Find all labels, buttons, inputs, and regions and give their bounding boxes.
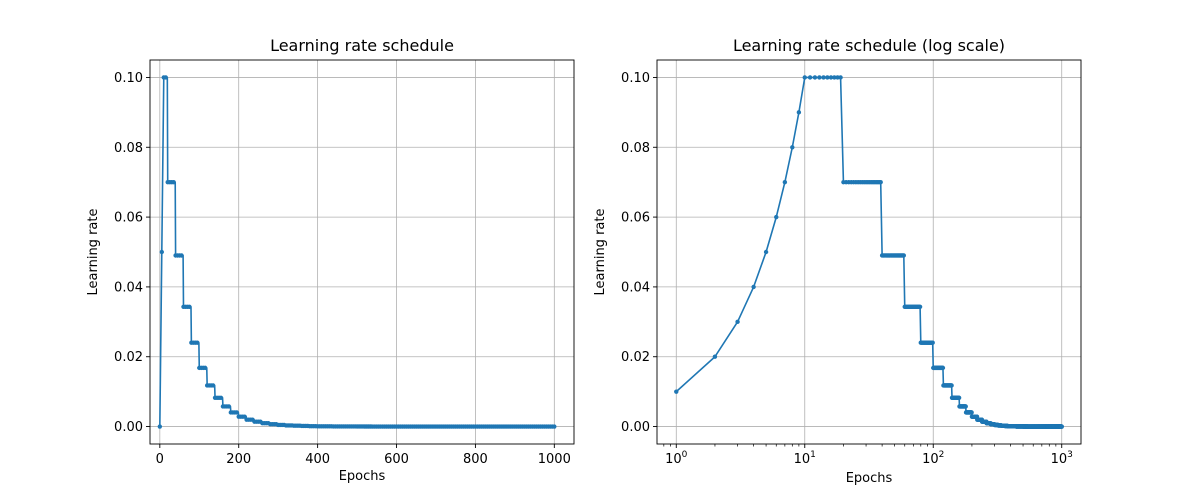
data-point <box>825 75 830 80</box>
data-point <box>940 365 946 371</box>
x-tick-label: 100 <box>665 450 688 467</box>
x-tick-label: 101 <box>794 450 816 467</box>
data-point <box>751 284 756 290</box>
series <box>674 75 1064 429</box>
data-point <box>1059 424 1064 429</box>
grid <box>150 60 574 444</box>
x-tick-label: 600 <box>384 452 409 467</box>
axes-frame <box>149 59 575 445</box>
data-point <box>917 304 923 310</box>
y-tick-label: 0.02 <box>621 350 650 365</box>
data-point <box>838 75 843 80</box>
y-ticks: 0.00 0.02 0.04 0.06 0.08 0.10 <box>621 71 657 435</box>
y-tick-label: 0.02 <box>114 350 143 365</box>
data-point <box>901 253 906 258</box>
data-point <box>234 410 239 415</box>
y-ticks: 0.00 0.02 0.04 0.06 0.08 0.10 <box>114 71 150 435</box>
data-point <box>226 404 232 409</box>
data-point <box>552 424 557 429</box>
axes-frame <box>656 59 1082 445</box>
data-point <box>969 410 974 415</box>
x-tick-label: 200 <box>226 452 251 467</box>
y-tick-label: 0.08 <box>114 141 143 156</box>
x-tick-label: 1000 <box>538 452 571 467</box>
data-point <box>157 424 163 429</box>
data-point <box>949 383 954 388</box>
data-point <box>878 179 883 185</box>
data-point <box>817 75 822 80</box>
y-tick-label: 0.04 <box>621 280 650 295</box>
x-axis-label: Epochs <box>846 471 893 486</box>
data-point <box>821 75 826 80</box>
y-tick-label: 0.00 <box>621 420 650 435</box>
data-point <box>807 75 813 80</box>
y-tick-label: 0.06 <box>621 211 650 226</box>
data-point <box>763 249 769 255</box>
data-point <box>163 75 168 80</box>
data-point <box>963 404 968 409</box>
data-point <box>835 75 840 80</box>
data-point <box>812 75 818 80</box>
y-axis-label: Learning rate <box>86 209 101 296</box>
chart-title: Learning rate schedule <box>270 36 454 55</box>
y-tick-label: 0.10 <box>621 71 650 86</box>
x-axis-label: Epochs <box>339 469 386 484</box>
x-ticks: 0 200 400 600 800 1000 <box>156 444 571 467</box>
data-point <box>179 253 184 258</box>
data-point <box>782 179 788 185</box>
log-scale-plot: 100 101 102 103 0.00 0.02 0.04 0.06 0.08 0.10 Lear… <box>593 36 1082 486</box>
data-point <box>802 75 807 80</box>
data-point <box>832 75 837 80</box>
y-tick-label: 0.10 <box>114 71 143 86</box>
data-point <box>735 319 740 325</box>
data-point <box>712 354 718 359</box>
x-tick-label: 0 <box>156 452 164 467</box>
chart-title: Learning rate schedule (log scale) <box>733 36 1005 55</box>
x-tick-label: 103 <box>1051 450 1073 467</box>
data-point <box>674 389 679 394</box>
data-point <box>828 75 834 80</box>
x-ticks: 100 101 102 103 <box>663 444 1073 467</box>
data-point <box>790 145 795 150</box>
y-tick-label: 0.08 <box>621 141 650 156</box>
data-point <box>796 110 802 115</box>
x-tick-label: 102 <box>922 450 944 467</box>
data-point <box>159 249 164 255</box>
data-point <box>218 395 224 400</box>
data-point <box>210 383 216 388</box>
data-point <box>774 214 779 220</box>
data-point <box>195 340 200 345</box>
series <box>157 75 557 429</box>
data-point <box>956 395 962 400</box>
y-tick-label: 0.04 <box>114 280 143 295</box>
x-tick-label: 800 <box>463 452 488 467</box>
data-point <box>171 179 176 185</box>
linear-scale-plot: 0 200 400 600 800 1000 0.00 0.02 0.04 0.06 0.08 0.1… <box>86 36 575 484</box>
data-point <box>187 304 192 310</box>
y-tick-label: 0.00 <box>114 420 143 435</box>
y-axis-label: Learning rate <box>593 209 608 296</box>
x-tick-label: 400 <box>305 452 330 467</box>
y-tick-label: 0.06 <box>114 211 143 226</box>
data-point <box>202 365 208 371</box>
data-point <box>930 340 935 345</box>
